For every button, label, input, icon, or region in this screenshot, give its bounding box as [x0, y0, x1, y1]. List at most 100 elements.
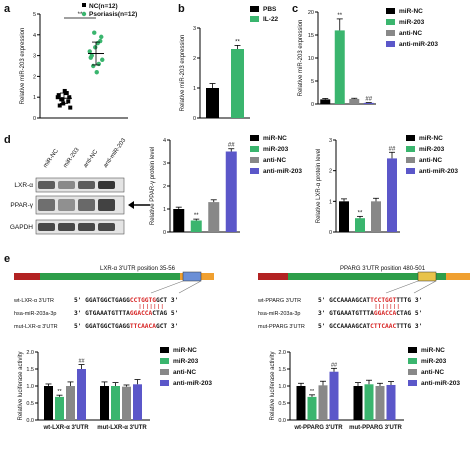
bar: [318, 385, 328, 420]
bar: [364, 384, 374, 420]
legend-swatch: [250, 16, 259, 22]
sequence-flank: CTAG 5': [396, 310, 422, 317]
blot-band: [58, 223, 75, 231]
significance-mark: ##: [389, 146, 396, 152]
data-point: [99, 34, 104, 40]
sequence-name: wt-LXR-α 3'UTR: [13, 298, 54, 304]
bar: [173, 209, 185, 232]
y-tick-label: 5: [311, 79, 314, 85]
blot-row-label: LXR-α: [14, 182, 33, 189]
blot-band: [98, 223, 115, 231]
legend-swatch: [386, 8, 395, 14]
legend-swatch: [160, 369, 169, 375]
significance-mark: **: [78, 12, 83, 18]
y-tick-label: 0: [311, 102, 314, 108]
y-axis-label: Relative LXR-α protein level: [316, 149, 322, 224]
y-axis-label: Relative miR-203 expression: [20, 28, 26, 105]
sequence-flank: GCT 3': [156, 297, 178, 304]
blot-band: [78, 199, 95, 211]
sequence-text: 3' GTGAAATGTTTAGGACCACTAG 5': [318, 310, 422, 317]
legend-label: miR-NC: [173, 347, 197, 354]
data-point: [57, 103, 62, 108]
bar: [339, 201, 349, 232]
legend-label: anti-miR-203: [399, 41, 438, 48]
legend-label: anti-miR-203: [263, 168, 302, 175]
legend-label: anti-NC: [263, 157, 286, 164]
legend-swatch: [160, 347, 169, 353]
significance-mark: ##: [331, 362, 338, 368]
y-tick-label: 1: [329, 199, 332, 205]
legend-swatch: [82, 3, 86, 7]
bar: [329, 371, 339, 420]
y-tick-label: 1: [33, 95, 36, 101]
legend-swatch: [408, 369, 417, 375]
panel-a: a 0 1 2 3 4 5 Relative miR-203 expression ** NC(n…: [4, 3, 137, 122]
legend-swatch: [408, 358, 417, 364]
y-tick-label: 2.0: [278, 350, 286, 356]
legend-label: miR-NC: [419, 135, 443, 142]
bar: [386, 384, 396, 420]
y-tick-label: 0.0: [26, 418, 34, 424]
data-point: [93, 45, 98, 50]
sequence-flank: GCT 3': [156, 323, 178, 330]
bar: [225, 151, 237, 232]
sequence-text: 5' GCCAAAAGCATCTTCAACTTTG 3': [318, 323, 422, 330]
y-axis-label: Relative miR-203 expression: [180, 35, 186, 112]
data-point: [100, 57, 105, 62]
panel-e-left: e LXR-α 3'UTR position 35-56 wt-LXR-α 3'UT…: [4, 253, 214, 431]
significance-mark: **: [57, 389, 62, 395]
bar: [371, 201, 381, 232]
connector-line: [178, 280, 202, 294]
blot-band: [98, 199, 115, 211]
y-tick-label: 0: [329, 230, 332, 236]
bar: [55, 396, 64, 420]
significance-mark: **: [337, 13, 342, 19]
sequence-flank: TTTG 3': [396, 297, 422, 304]
utr-position-label: PPARG 3'UTR position 480-501: [340, 266, 426, 272]
sequence-name: mut-LXR-α 3'UTR: [14, 324, 58, 330]
sequence-flank: TTTG 3': [396, 323, 422, 330]
arrow-head-icon: [128, 201, 134, 209]
legend-label: miR-203: [263, 146, 289, 153]
legend-label: anti-NC: [173, 369, 196, 376]
y-tick-label: 1.5: [26, 367, 34, 373]
legend-swatch: [406, 168, 415, 174]
y-tick-label: 1.0: [26, 384, 34, 390]
sequence-text: 5' GGATGGCTGAGGCCTGGTGGCT 3': [74, 297, 178, 304]
legend-swatch: [250, 168, 259, 174]
sequence-text: 5' GGATGGCTGAGGTTCAACAGCT 3': [74, 323, 178, 330]
blot-band: [38, 223, 55, 231]
legend-label: anti-miR-203: [421, 380, 460, 387]
lane-label: anti-miR-203: [103, 137, 128, 169]
data-point: [92, 30, 97, 35]
bar: [190, 220, 202, 232]
legend-label: PBS: [263, 6, 277, 13]
legend-label: Psoriasis(n=12): [89, 11, 137, 18]
bar: [206, 88, 219, 118]
bar: [355, 218, 365, 232]
blot-band: [58, 181, 75, 189]
legend-label: anti-NC: [419, 157, 442, 164]
legend-label: miR-203: [421, 358, 447, 365]
sequence-flank: CTAG 5': [152, 310, 178, 317]
panel-e-right: PPARG 3'UTR position 480-501 wt-PPARG 3'U…: [257, 266, 470, 431]
blot-band: [38, 181, 55, 189]
data-point: [66, 99, 71, 104]
sequence-name: wt-PPARG 3'UTR: [257, 298, 301, 304]
significance-mark: **: [310, 389, 315, 395]
legend-swatch: [406, 135, 415, 141]
data-point: [94, 70, 99, 75]
y-tick-label: 1: [193, 86, 196, 92]
sequence-text: 3' GTGAAATGTTTAGGACCACTAG 5': [74, 310, 178, 317]
sequence-flank: 3' GTGAAATGTTTA: [74, 310, 130, 317]
y-axis-label: Relative miR-203 expression: [298, 20, 304, 97]
y-tick-label: 2: [329, 169, 332, 175]
legend-label: miR-NC: [421, 347, 445, 354]
y-axis-label: Relative PPAR-γ protein level: [150, 147, 156, 225]
legend-swatch: [386, 41, 395, 47]
legend-swatch: [406, 157, 415, 163]
utr-target-site: [182, 271, 202, 282]
bar: [363, 102, 374, 104]
legend-label: miR-NC: [399, 8, 423, 15]
